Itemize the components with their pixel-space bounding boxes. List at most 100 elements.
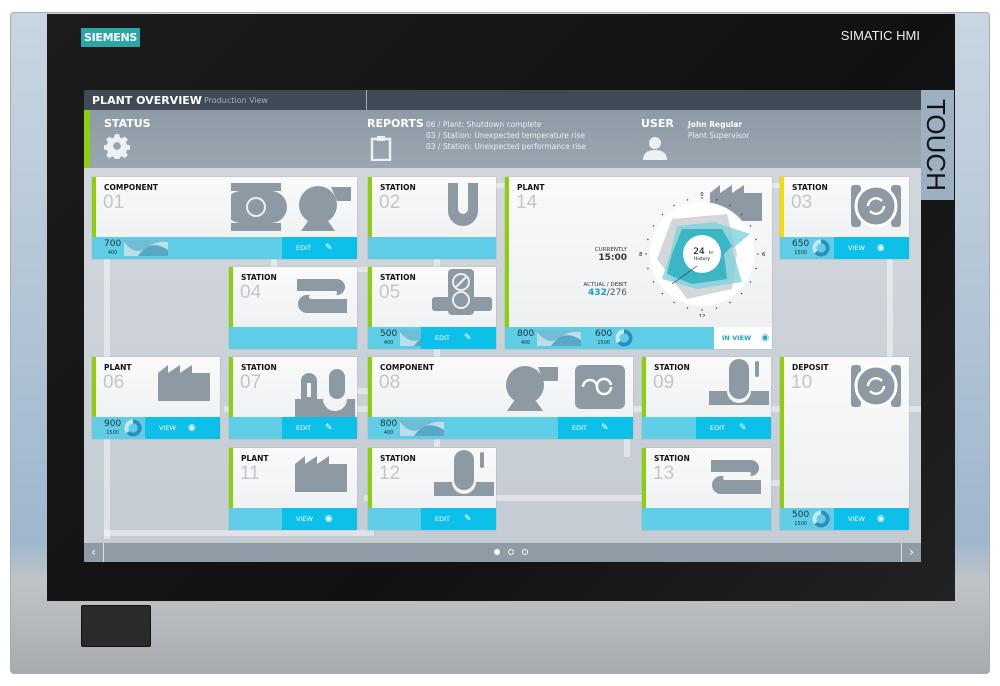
factory-icon <box>295 456 347 492</box>
wave-gauge <box>400 420 444 436</box>
report-item[interactable]: 03 / Station: Unexpected temperature ris… <box>426 131 585 140</box>
view-button[interactable]: VIEW ◉ <box>834 237 909 259</box>
pipe-segment <box>887 250 893 360</box>
view-button[interactable]: VIEW ◉ <box>145 417 220 439</box>
tile-value: 650 1500 <box>792 239 810 257</box>
probe-icon <box>434 450 494 496</box>
page-indicator-dot[interactable] <box>522 549 528 555</box>
tile-station-05[interactable]: STATION 05 500 400 EDIT ✎ <box>368 267 496 349</box>
tile-station-07[interactable]: STATION 07 EDIT ✎ <box>229 357 357 439</box>
user-icon[interactable] <box>642 134 668 160</box>
eye-icon: ◉ <box>324 514 333 524</box>
tile-number: 03 <box>791 192 813 213</box>
tile-footer: 800 400 600 1500 IN VIEW ◉ <box>505 327 772 349</box>
view-button[interactable]: VIEW ◉ <box>282 508 357 530</box>
tile-category: PLANT <box>104 363 132 372</box>
donut-gauge <box>812 510 830 528</box>
coil-icon <box>297 279 347 313</box>
tile-footer <box>229 327 357 349</box>
tile-deposit-10[interactable]: DEPOSIT 10 500 1500 VIEW ◉ <box>780 357 909 530</box>
prev-page-button[interactable]: ‹ <box>84 543 104 562</box>
probe-icon <box>709 359 769 405</box>
tile-component-01[interactable]: COMPONENT 01 700 400 EDIT ✎ <box>92 177 357 259</box>
status-indicator <box>780 357 784 508</box>
tile-number: 06 <box>103 372 125 393</box>
donut-gauge <box>124 419 142 437</box>
tile-station-04[interactable]: STATION 04 <box>229 267 357 349</box>
donut-gauge <box>615 329 633 347</box>
page-indicator-dot[interactable] <box>508 549 514 555</box>
tile-category: STATION <box>380 273 416 282</box>
pump-blower-icon <box>225 183 351 231</box>
gear-icon[interactable] <box>104 133 130 159</box>
svg-text:24: 24 <box>693 247 705 257</box>
tile-footer: EDIT ✎ <box>229 417 357 439</box>
next-page-button[interactable]: › <box>901 543 921 562</box>
tile-number: 13 <box>653 463 675 484</box>
tile-footer <box>642 508 771 530</box>
svg-text:History: History <box>694 256 710 262</box>
edit-button[interactable]: EDIT ✎ <box>282 417 357 439</box>
svg-text:0: 0 <box>700 192 703 198</box>
cooler-icon <box>295 369 355 417</box>
edit-button[interactable]: EDIT ✎ <box>696 417 771 439</box>
edit-button[interactable]: EDIT ✎ <box>558 417 633 439</box>
tile-footer: EDIT ✎ <box>642 417 771 439</box>
status-indicator <box>92 357 96 417</box>
tile-number: 05 <box>379 282 401 303</box>
in-view-button[interactable]: IN VIEW ◉ <box>714 327 772 349</box>
page-indicator-dot[interactable] <box>494 549 500 555</box>
tile-footer: VIEW ◉ <box>229 508 357 530</box>
pipe-segment <box>104 259 110 359</box>
tile-value: 700 400 <box>104 239 122 257</box>
status-indicator <box>642 357 646 417</box>
pencil-icon: ✎ <box>325 243 333 253</box>
tile-plant-14[interactable]: PLANT 14 800 400 600 1500 IN VIEW ◉ CURRENTLY… <box>505 177 772 349</box>
tile-number: 01 <box>103 192 125 213</box>
edit-button[interactable]: EDIT ✎ <box>421 327 496 349</box>
tile-footer: 650 1500 VIEW ◉ <box>780 237 909 259</box>
eye-icon: ◉ <box>876 243 885 253</box>
tile-station-09[interactable]: STATION 09 EDIT ✎ <box>642 357 771 439</box>
tile-number: 12 <box>379 463 401 484</box>
status-indicator <box>368 357 372 417</box>
status-indicator <box>368 267 372 327</box>
usb-port-cover <box>81 605 151 647</box>
report-item[interactable]: 06 / Plant: Shutdown complete <box>426 120 542 129</box>
tile-category: PLANT <box>517 183 545 192</box>
report-item[interactable]: 03 / Station: Unexpected performance ris… <box>426 142 586 151</box>
tile-station-12[interactable]: STATION 12 EDIT ✎ <box>368 448 496 530</box>
page-title: PLANT OVERVIEW <box>92 94 202 107</box>
pencil-icon: ✎ <box>739 423 747 433</box>
tile-component-08[interactable]: COMPONENT 08 800 400 EDIT ✎ <box>368 357 633 439</box>
pencil-icon: ✎ <box>601 423 609 433</box>
divider <box>366 90 367 110</box>
tile-station-02[interactable]: STATION 02 <box>368 177 496 259</box>
edit-button[interactable]: EDIT ✎ <box>282 237 357 259</box>
view-button[interactable]: VIEW ◉ <box>834 508 909 530</box>
tile-number: 07 <box>240 372 262 393</box>
status-indicator <box>780 177 784 237</box>
tile-category: DEPOSIT <box>792 363 829 372</box>
status-indicator <box>368 448 372 508</box>
pipe-segment <box>104 439 110 539</box>
user-role: Plant Supervisor <box>688 131 750 140</box>
tile-station-03[interactable]: STATION 03 650 1500 VIEW ◉ <box>780 177 909 259</box>
tile-plant-11[interactable]: PLANT 11 VIEW ◉ <box>229 448 357 530</box>
refresh-icon <box>851 364 901 408</box>
hmi-screen: PLANT OVERVIEW Production View STATUS RE… <box>84 90 921 562</box>
edit-button[interactable]: EDIT ✎ <box>421 508 496 530</box>
reports-list[interactable]: 06 / Plant: Shutdown complete 03 / Stati… <box>426 119 586 152</box>
pipe-segment <box>354 388 374 394</box>
tile-footer <box>368 237 496 259</box>
tile-category: STATION <box>241 273 277 282</box>
tile-footer: 500 1500 VIEW ◉ <box>780 508 909 530</box>
pipe-segment <box>104 530 374 536</box>
tile-station-13[interactable]: STATION 13 <box>642 448 771 530</box>
tile-plant-06[interactable]: PLANT 06 900 1500 VIEW ◉ <box>92 357 220 439</box>
tile-category: PLANT <box>241 454 269 463</box>
wave-gauge <box>537 330 581 346</box>
clipboard-icon[interactable] <box>370 135 392 161</box>
wave-gauge <box>124 240 168 256</box>
model-label: SIMATIC HMI <box>840 28 920 43</box>
